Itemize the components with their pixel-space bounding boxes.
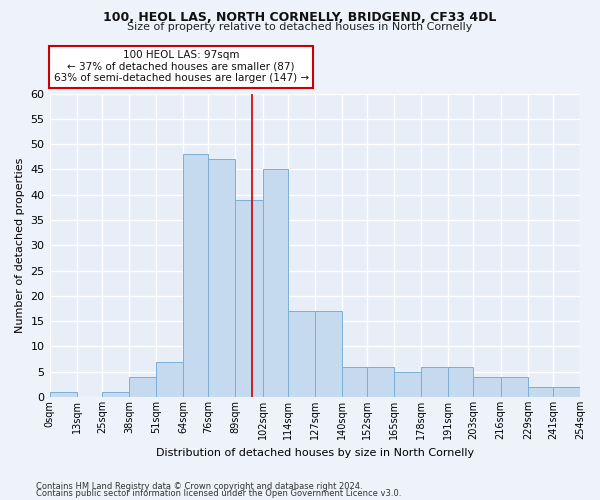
Text: Contains HM Land Registry data © Crown copyright and database right 2024.: Contains HM Land Registry data © Crown c…: [36, 482, 362, 491]
Text: Size of property relative to detached houses in North Cornelly: Size of property relative to detached ho…: [127, 22, 473, 32]
Bar: [287, 311, 315, 397]
Bar: [500, 377, 528, 397]
Bar: [315, 311, 342, 397]
Bar: [50, 392, 77, 397]
Y-axis label: Number of detached properties: Number of detached properties: [15, 158, 25, 333]
Bar: [473, 377, 500, 397]
Bar: [183, 154, 208, 397]
Bar: [421, 366, 448, 397]
Bar: [156, 362, 183, 397]
Bar: [263, 170, 287, 397]
Bar: [394, 372, 421, 397]
Text: 100 HEOL LAS: 97sqm
← 37% of detached houses are smaller (87)
63% of semi-detach: 100 HEOL LAS: 97sqm ← 37% of detached ho…: [53, 50, 308, 84]
Bar: [102, 392, 129, 397]
Bar: [528, 387, 553, 397]
Text: 100, HEOL LAS, NORTH CORNELLY, BRIDGEND, CF33 4DL: 100, HEOL LAS, NORTH CORNELLY, BRIDGEND,…: [103, 11, 497, 24]
Bar: [448, 366, 473, 397]
Bar: [208, 160, 235, 397]
Bar: [129, 377, 156, 397]
Bar: [367, 366, 394, 397]
Bar: [235, 200, 263, 397]
Text: Contains public sector information licensed under the Open Government Licence v3: Contains public sector information licen…: [36, 489, 401, 498]
Bar: [553, 387, 580, 397]
X-axis label: Distribution of detached houses by size in North Cornelly: Distribution of detached houses by size …: [156, 448, 474, 458]
Bar: [342, 366, 367, 397]
